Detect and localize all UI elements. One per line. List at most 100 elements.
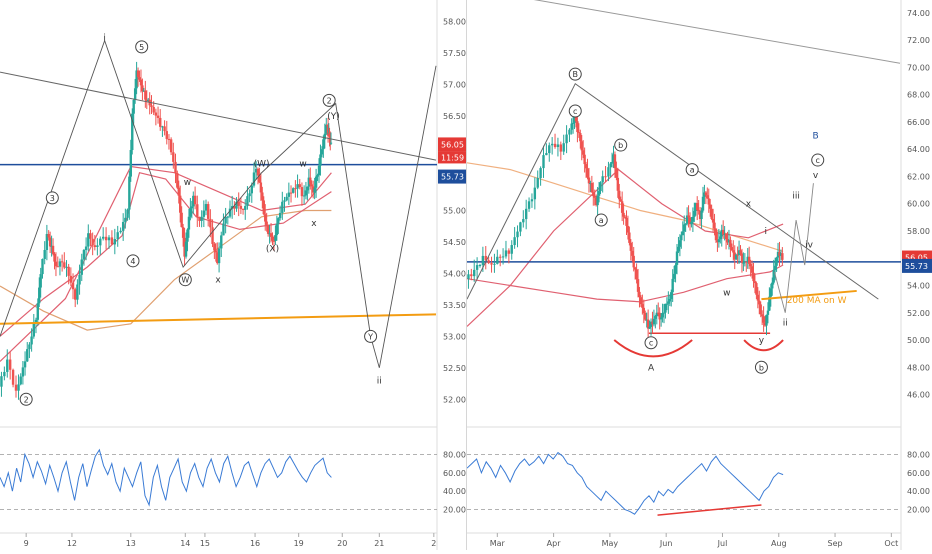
price-tick-label: 57.00 <box>443 81 466 90</box>
candle-body <box>781 253 784 260</box>
candle-body <box>87 233 90 247</box>
candle-body <box>53 253 56 262</box>
candle-body <box>101 236 105 239</box>
candle-body <box>756 294 760 301</box>
candle-body <box>254 168 258 173</box>
candle-body <box>80 259 83 275</box>
candle-body <box>778 251 781 256</box>
candle-body <box>467 274 470 279</box>
candle-body <box>156 115 160 118</box>
left-chart-pane[interactable]: 58.0057.5057.0056.5056.0055.5055.0054.50… <box>0 0 468 550</box>
candle-body <box>169 139 173 153</box>
candle-body <box>246 196 249 207</box>
candle-body <box>697 210 700 212</box>
moving-average-line <box>466 168 784 327</box>
wave-label: ii <box>377 376 382 386</box>
time-tick-label: Sep <box>828 539 843 548</box>
candle-body <box>63 262 66 268</box>
candle-body <box>129 150 132 177</box>
left-chart[interactable]: 58.0057.5057.0056.5056.0055.5055.0054.50… <box>0 0 468 550</box>
candle-body <box>553 143 557 148</box>
candle-body <box>74 289 77 300</box>
candle-body <box>56 266 59 268</box>
candle-body <box>716 240 719 243</box>
candle-body <box>732 250 735 253</box>
candle-body <box>304 190 308 196</box>
wave-label: 2 <box>327 96 332 105</box>
wave-label: 5 <box>139 43 144 52</box>
time-tick-label: 12 <box>67 539 77 548</box>
right-chart-pane[interactable]: 74.00 72.00 70.00 68.00 66.00 64.00 62.00 60.00… <box>466 0 932 550</box>
candle-body <box>747 256 751 264</box>
wave-label: x <box>215 276 221 286</box>
candle-body <box>507 250 511 254</box>
candle-body <box>233 206 236 209</box>
candle-body <box>504 250 508 257</box>
candle-body <box>736 254 739 256</box>
wave-label-circle <box>135 40 149 54</box>
wave-label: (W) <box>254 159 270 169</box>
candle-body <box>136 70 140 78</box>
wave-label: 3 <box>50 194 55 203</box>
price-tick-label: 53.50 <box>443 301 466 310</box>
candle-body <box>319 154 322 166</box>
wave-label: c <box>573 107 577 116</box>
candle-body <box>599 182 602 192</box>
candle-body <box>742 262 745 264</box>
candle-body <box>724 234 728 240</box>
candle-body <box>259 182 263 193</box>
candle-body <box>186 229 189 242</box>
countdown-tag <box>438 151 468 164</box>
candle-body <box>310 184 313 187</box>
candle-body <box>58 261 62 267</box>
candle-body <box>719 236 722 240</box>
candle-body <box>664 303 667 313</box>
wave-label: x <box>746 200 752 210</box>
wave-label-circle <box>19 392 33 406</box>
candle-body <box>570 123 573 130</box>
candle-body <box>261 192 264 201</box>
candle-body <box>618 190 621 200</box>
candle-body <box>545 153 548 156</box>
candle-body <box>239 205 243 209</box>
candle-body <box>17 384 20 391</box>
candle-body <box>281 201 284 213</box>
candle-body <box>690 221 693 225</box>
candle-body <box>721 229 725 235</box>
candle-body <box>714 228 718 241</box>
candle-body <box>184 241 188 257</box>
candle-body <box>601 176 604 183</box>
candle-body <box>680 235 683 241</box>
candle-body <box>107 237 111 241</box>
candle-body <box>642 307 646 314</box>
candle-body <box>683 224 686 232</box>
wave-label: c <box>649 339 653 348</box>
oscillator-tick-label: 20.00 <box>907 506 930 515</box>
right-chart[interactable]: 74.00 72.00 70.00 68.00 66.00 64.00 62.00 60.00… <box>466 0 932 550</box>
candle-body <box>226 216 230 218</box>
time-tick-label: Oct <box>884 539 898 548</box>
wave-label-circle <box>685 163 699 177</box>
candle-body <box>230 206 234 209</box>
wave-label-circle <box>568 104 582 118</box>
candle-body <box>307 177 311 187</box>
candle-body <box>729 239 732 248</box>
candle-body <box>248 193 251 197</box>
candle-body <box>328 132 331 137</box>
candle-body <box>745 261 748 263</box>
candle-body <box>758 300 761 305</box>
candle-body <box>475 265 479 270</box>
candle-body <box>638 291 641 298</box>
candle-body <box>765 314 768 326</box>
oscillator-tick-label: 60.00 <box>907 469 930 478</box>
candle-body <box>176 173 179 188</box>
moving-average-line <box>0 171 332 337</box>
candle-body <box>743 261 747 263</box>
countdown-label: 11:59 <box>441 153 464 162</box>
candle-body <box>277 218 280 224</box>
candle-body <box>522 219 525 223</box>
candle-body <box>710 208 713 219</box>
candle-body <box>628 232 631 243</box>
candle-body <box>737 250 741 255</box>
wave-label-circle <box>644 336 658 350</box>
